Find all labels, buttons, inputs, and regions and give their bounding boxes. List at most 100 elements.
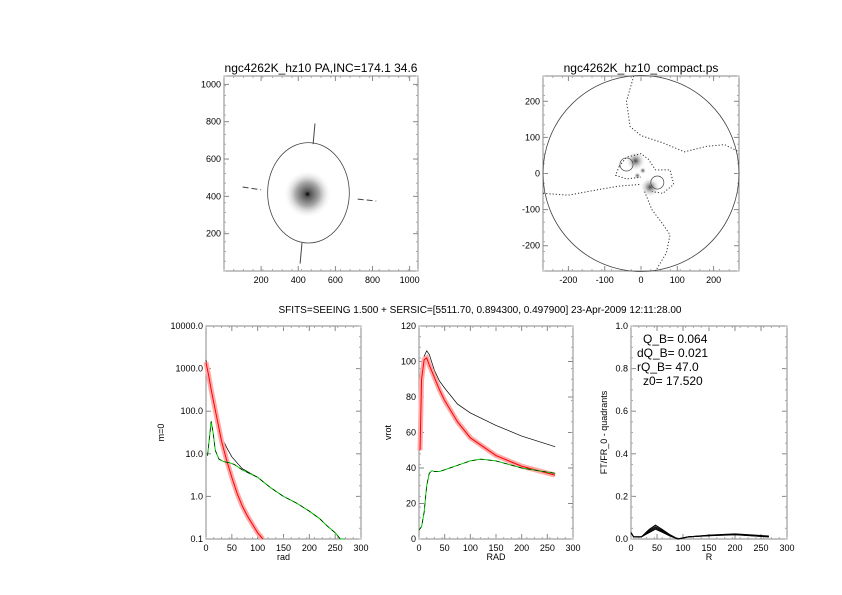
- x-tick-label: 0: [628, 543, 633, 553]
- major-axis-line: [312, 123, 316, 145]
- series-total: [205, 359, 345, 540]
- y-tick-label: 0.4: [615, 449, 628, 459]
- minor-axis-line: [242, 186, 262, 191]
- x-tick-label: 600: [328, 275, 343, 285]
- x-tick-label: 200: [514, 543, 529, 553]
- contour-line: [650, 175, 665, 190]
- y-tick-label: 800: [206, 117, 221, 127]
- x-tick-label: 250: [540, 543, 555, 553]
- y-tick-label: 600: [206, 154, 221, 164]
- y-tick-label: 20: [406, 499, 416, 509]
- y-tick-label: 1000: [201, 79, 221, 89]
- y-tick-label: 0.1: [190, 534, 203, 544]
- y-tick-label: 80: [406, 392, 416, 402]
- y-tick-label: 120: [401, 321, 416, 331]
- x-tick-label: 0: [203, 543, 208, 553]
- y-tick-label: 0.8: [615, 364, 628, 374]
- y-axis-label: FT/FR_0 - quadrants: [599, 390, 609, 474]
- panel-0: 200 400 600 800 1000 200 400 600 800 1000 ngc4262K…: [201, 61, 420, 285]
- x-tick-label: 250: [328, 543, 343, 553]
- series-total: [419, 350, 556, 451]
- series-sersic: [419, 357, 556, 476]
- y-tick-label: 10.0: [185, 449, 203, 459]
- x-tick-label: 200: [254, 275, 269, 285]
- y-tick-label: 1000.0: [175, 364, 203, 374]
- x-tick-label: 400: [291, 275, 306, 285]
- plot-frame: [418, 325, 574, 540]
- x-tick-label: 200: [706, 275, 721, 285]
- panel-title: ngc4262K_hz10_compact.ps: [564, 61, 719, 75]
- x-tick-label: 100: [670, 275, 685, 285]
- y-tick-label: 0: [411, 534, 416, 544]
- y-tick-label: 100: [525, 132, 540, 142]
- x-tick-label: 0: [416, 543, 421, 553]
- plot-frame: [223, 75, 419, 272]
- x-tick-label: 150: [701, 543, 716, 553]
- panel-title: ngc4262K_hz10 PA,INC=174.1 34.6: [225, 61, 418, 75]
- annotation-text: z0= 17.520: [643, 374, 703, 388]
- x-tick-label: 100: [463, 543, 478, 553]
- boundary-circle: [542, 75, 740, 272]
- y-tick-label: 0: [535, 169, 540, 179]
- plot-frame: [205, 325, 362, 540]
- y-tick-label: 0.0: [615, 534, 628, 544]
- panel-1: -200 -100 0 100 200 -200 -100 0 100 200 ngc4262K_h…: [522, 61, 740, 285]
- y-tick-label: 1.0: [190, 491, 203, 501]
- y-tick-label: -100: [522, 205, 540, 215]
- density-blob: [639, 166, 647, 175]
- density-blob: [639, 177, 661, 198]
- panel-4: 0 50 100 150 200 250 300 0.0 0.2 0.4 0.6 0.8 1.0 R FT/…: [599, 321, 795, 562]
- series-disk-model: [207, 421, 345, 540]
- x-axis-label: rad: [277, 552, 290, 562]
- galaxy-image: [283, 169, 332, 219]
- annotation-text: dQ_B= 0.021: [637, 346, 708, 360]
- y-tick-label: -200: [522, 241, 540, 251]
- contour-line: [542, 183, 642, 196]
- contour-line: [625, 75, 740, 153]
- panel-2: 0 50 100 150 200 250 300 0.1 1.0 10.0 100.0 1000.0 1…: [156, 321, 369, 562]
- contour-line: [644, 191, 671, 272]
- x-tick-label: 300: [565, 543, 580, 553]
- major-axis-line: [299, 242, 303, 264]
- annotation-text: rQ_B= 47.0: [637, 360, 699, 374]
- density-blob: [633, 172, 641, 180]
- y-tick-label: 60: [406, 428, 416, 438]
- series-q4: [630, 528, 769, 540]
- series-sersic: [205, 362, 264, 540]
- x-tick-label: -100: [596, 275, 614, 285]
- y-tick-label: 400: [206, 191, 221, 201]
- density-blob: [625, 150, 646, 172]
- minor-axis-line: [357, 198, 377, 202]
- y-tick-label: 1.0: [615, 321, 628, 331]
- x-tick-label: 100: [250, 543, 265, 553]
- y-axis-label: vrot: [383, 425, 393, 441]
- x-tick-label: 250: [753, 543, 768, 553]
- x-tick-label: 50: [227, 543, 237, 553]
- x-tick-label: 150: [276, 543, 291, 553]
- series-disk: [207, 421, 345, 540]
- y-axis-label: m=0: [156, 424, 166, 442]
- y-tick-label: 40: [406, 463, 416, 473]
- series-sersic-markers: [417, 354, 556, 478]
- y-tick-label: 200: [525, 96, 540, 106]
- y-tick-label: 0.2: [615, 491, 628, 501]
- x-tick-label: 0: [638, 275, 643, 285]
- x-tick-label: 100: [675, 543, 690, 553]
- series-sersic-markers: [203, 361, 265, 541]
- x-tick-label: 800: [365, 275, 380, 285]
- x-tick-label: 300: [353, 543, 368, 553]
- series-q1: [630, 524, 769, 540]
- x-axis-label: RAD: [486, 552, 506, 562]
- y-tick-label: 0.6: [615, 406, 628, 416]
- x-tick-label: -200: [559, 275, 577, 285]
- y-tick-label: 100.0: [180, 406, 203, 416]
- x-tick-label: 200: [302, 543, 317, 553]
- contour-line: [618, 153, 675, 194]
- panel-3: 0 50 100 150 200 250 300 0 20 40 60 80 100 120 RAD vrot: [383, 321, 581, 562]
- x-tick-label: 200: [727, 543, 742, 553]
- x-tick-label: 50: [652, 543, 662, 553]
- figure-header: SFITS=SEEING 1.500 + SERSIC=[5511.70, 0.…: [279, 305, 682, 316]
- x-tick-label: 1000: [400, 275, 420, 285]
- series-disk-model: [418, 458, 556, 531]
